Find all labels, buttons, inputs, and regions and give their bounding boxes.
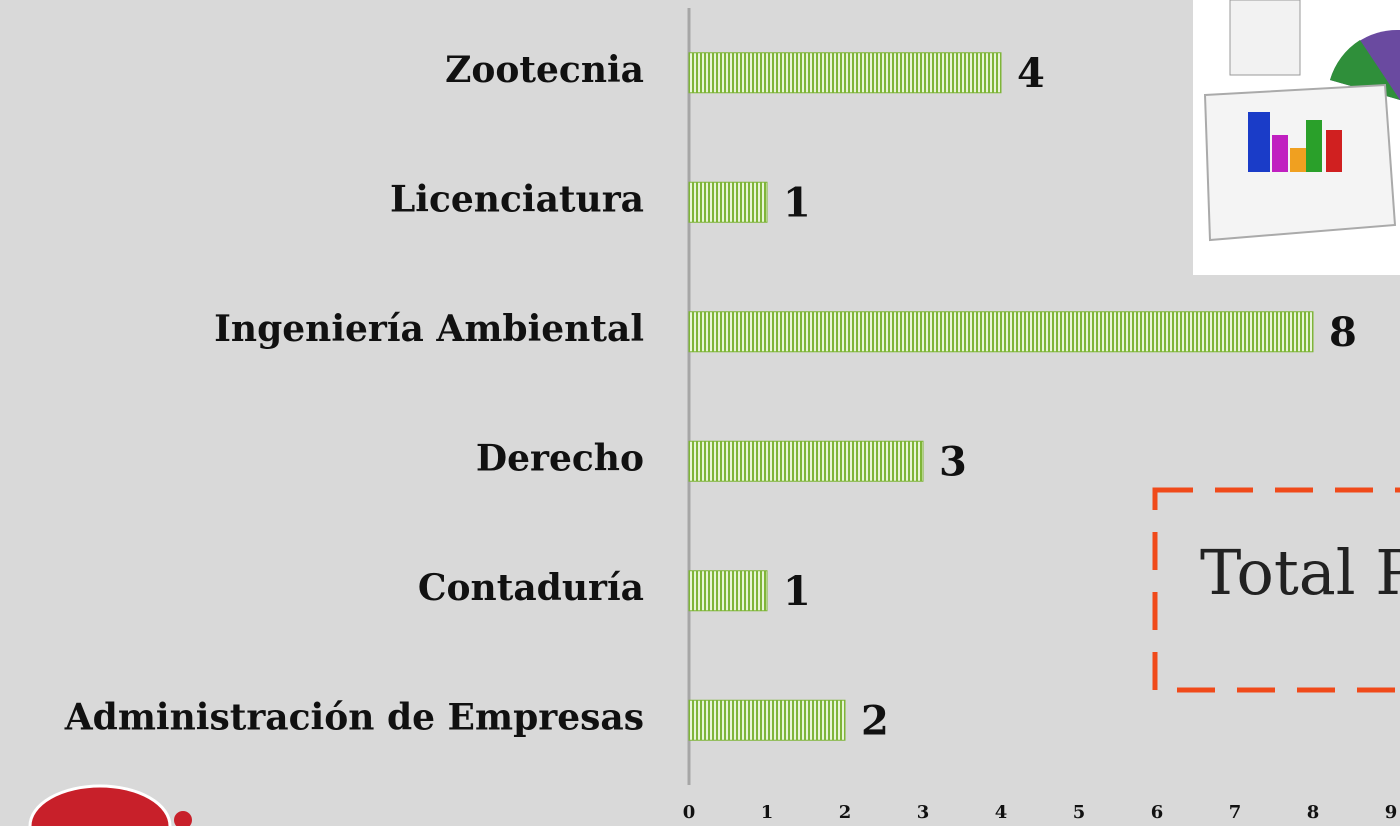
value-label: 4 [1017,50,1045,97]
x-tick-label: 9 [1385,802,1398,823]
category-label: Licenciatura [390,178,644,220]
category-label: Ingeniería Ambiental [214,308,644,350]
x-tick-label: 3 [917,802,930,823]
x-tick-label: 7 [1229,802,1242,823]
x-tick-label: 8 [1307,802,1320,823]
value-label: 3 [939,438,967,485]
bar [688,52,1002,94]
bar [688,570,768,612]
value-label: 8 [1329,309,1357,356]
x-tick-label: 0 [683,802,696,823]
x-tick-label: 6 [1151,802,1164,823]
value-label: 1 [783,179,811,226]
bar [688,699,846,741]
annotation-box [1152,487,1400,693]
bar [688,440,924,482]
value-label: 1 [783,568,811,615]
value-label: 2 [861,697,889,744]
bar [688,311,1314,353]
category-label: Zootecnia [445,49,644,91]
logo [28,784,192,826]
x-tick-label: 5 [1073,802,1086,823]
category-label: Contaduría [418,567,644,609]
category-label: Administración de Empresas [64,696,644,738]
category-label: Derecho [476,437,644,479]
bar [688,181,768,223]
x-tick-label: 2 [839,802,852,823]
clipart [1193,0,1400,275]
x-tick-label: 1 [761,802,774,823]
annotation: Total P [1200,536,1400,609]
x-tick-label: 4 [995,802,1008,823]
